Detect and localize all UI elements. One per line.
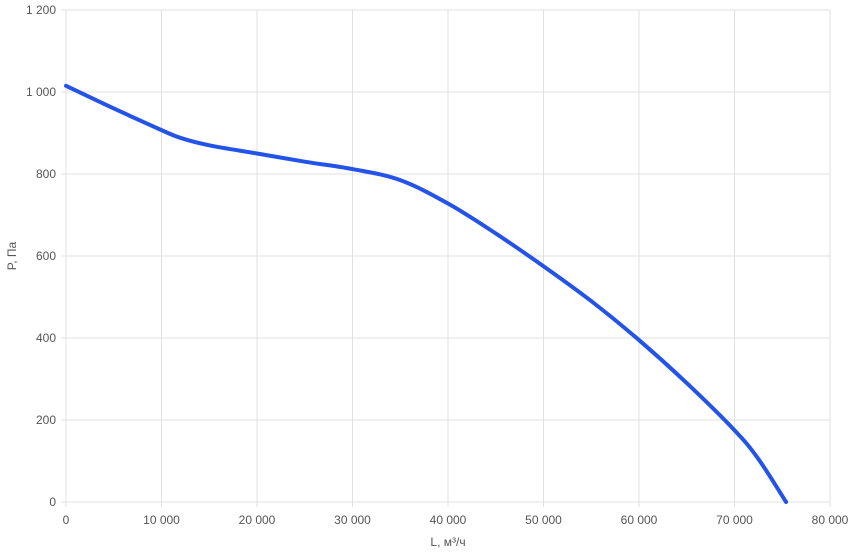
x-tick-label: 0 <box>63 513 70 527</box>
y-axis-ticks: 0 200 400 600 800 1 000 1 200 <box>26 3 56 509</box>
x-tick-label: 70 000 <box>716 513 753 527</box>
series-line <box>64 83 789 504</box>
x-tick-label: 20 000 <box>239 513 276 527</box>
y-axis-label: P, Па <box>5 241 19 270</box>
y-tick-label: 0 <box>49 495 56 509</box>
series-group <box>64 83 789 504</box>
y-tick-label: 1 200 <box>26 3 56 17</box>
x-tick-label: 60 000 <box>621 513 658 527</box>
x-axis-label: L, м³/ч <box>430 535 465 549</box>
x-tick-label: 50 000 <box>525 513 562 527</box>
grid <box>61 9 831 507</box>
y-tick-label: 1 000 <box>26 85 56 99</box>
x-tick-label: 30 000 <box>334 513 371 527</box>
y-tick-label: 800 <box>36 167 56 181</box>
x-tick-label: 10 000 <box>143 513 180 527</box>
x-axis-ticks: 0 10 000 20 000 30 000 40 000 50 000 60 000 70 … <box>63 513 849 527</box>
y-tick-label: 400 <box>36 331 56 345</box>
y-tick-label: 200 <box>36 413 56 427</box>
x-tick-label: 40 000 <box>430 513 467 527</box>
x-tick-label: 80 000 <box>812 513 849 527</box>
y-tick-label: 600 <box>36 249 56 263</box>
